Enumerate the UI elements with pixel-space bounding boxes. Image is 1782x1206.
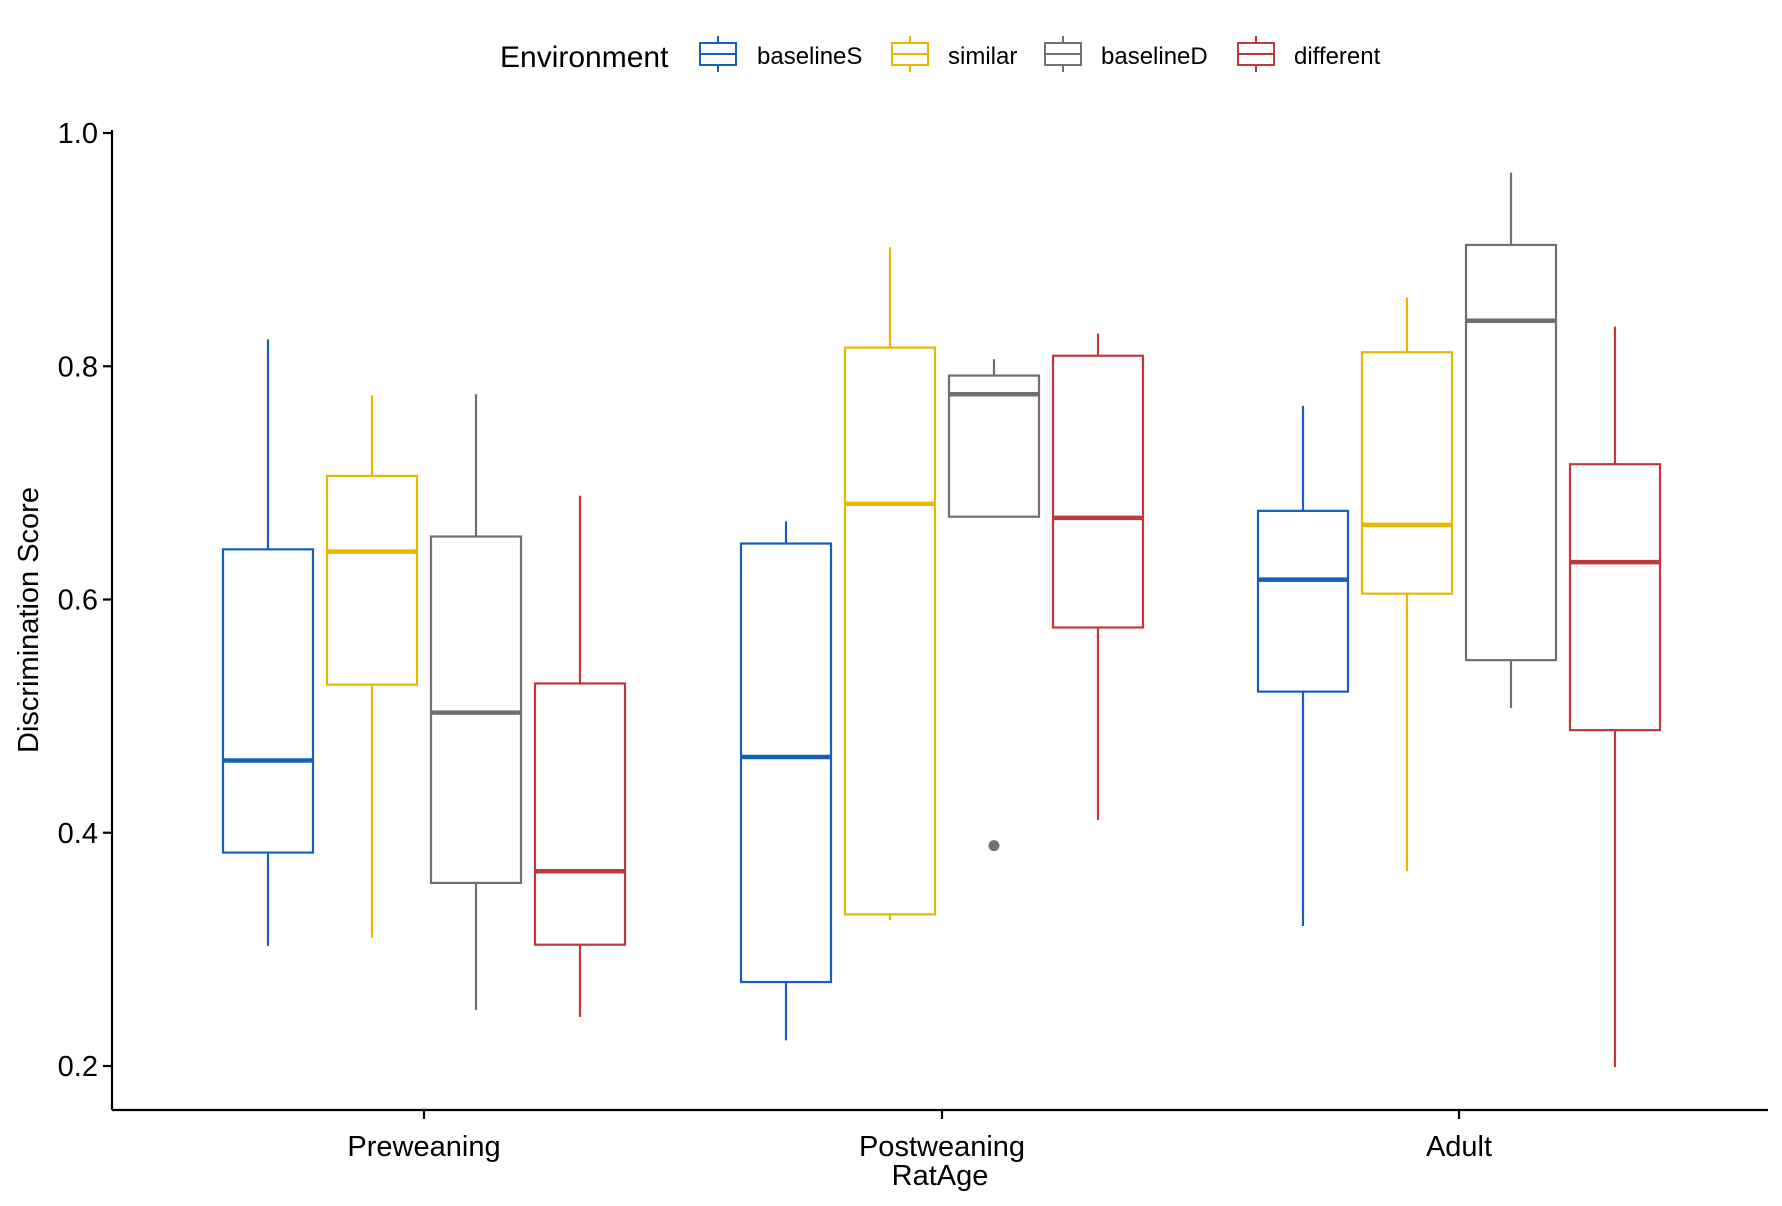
box-baselineS-postweaning (739, 521, 833, 1041)
y-tick-label: 0.4 (58, 818, 98, 850)
box-iqr (739, 542, 833, 984)
box-iqr (1256, 509, 1350, 693)
box-different-adult (1568, 326, 1662, 1068)
box-iqr (533, 682, 627, 946)
box-iqr (1051, 354, 1145, 629)
legend-item-similar: similar (891, 36, 1017, 72)
legend-label: baselineD (1101, 43, 1208, 70)
box-iqr (947, 374, 1041, 518)
legend-title: Environment (500, 41, 669, 74)
y-tick-label: 0.2 (58, 1051, 98, 1083)
box-iqr (429, 535, 523, 884)
axes: 0.2 0.4 0.6 0.8 1.0 Preweaning Postweaning Adul… (58, 118, 1768, 1163)
box-similar-postweaning (843, 247, 937, 921)
outlier-point (988, 840, 1000, 852)
legend-item-baselineS: baselineS (699, 36, 862, 72)
box-baselineS-adult (1256, 405, 1350, 927)
legend-item-different: different (1237, 36, 1381, 72)
legend: Environment baselineS similar baselineD dif… (500, 36, 1381, 74)
legend-label: different (1294, 43, 1381, 70)
box-iqr (843, 346, 937, 916)
box-baselineS-preweaning (221, 339, 315, 946)
x-tick-label: Adult (1426, 1131, 1492, 1163)
box-baselineD-preweaning (429, 394, 523, 1011)
box-similar-adult (1360, 297, 1454, 872)
legend-item-baselineD: baselineD (1044, 36, 1208, 72)
box-baselineD-postweaning (947, 359, 1041, 852)
x-axis-title: RatAge (892, 1160, 989, 1192)
box-different-postweaning (1051, 333, 1145, 820)
legend-label: baselineS (757, 43, 862, 70)
y-tick-label: 0.8 (58, 351, 98, 383)
box-iqr (1464, 243, 1558, 662)
y-tick-label: 0.6 (58, 585, 98, 617)
legend-label: similar (948, 43, 1017, 70)
box-iqr (221, 548, 315, 854)
y-axis-title: Discrimination Score (13, 487, 45, 753)
box-baselineD-adult (1464, 172, 1558, 708)
x-tick-label: Postweaning (859, 1131, 1025, 1163)
box-iqr (325, 474, 419, 686)
y-tick-label: 1.0 (58, 118, 98, 150)
box-different-preweaning (533, 495, 627, 1018)
box-iqr (1360, 351, 1454, 595)
box-iqr (1568, 463, 1662, 732)
box-similar-preweaning (325, 395, 419, 938)
plot-area (221, 172, 1662, 1068)
x-tick-label: Preweaning (347, 1131, 500, 1163)
